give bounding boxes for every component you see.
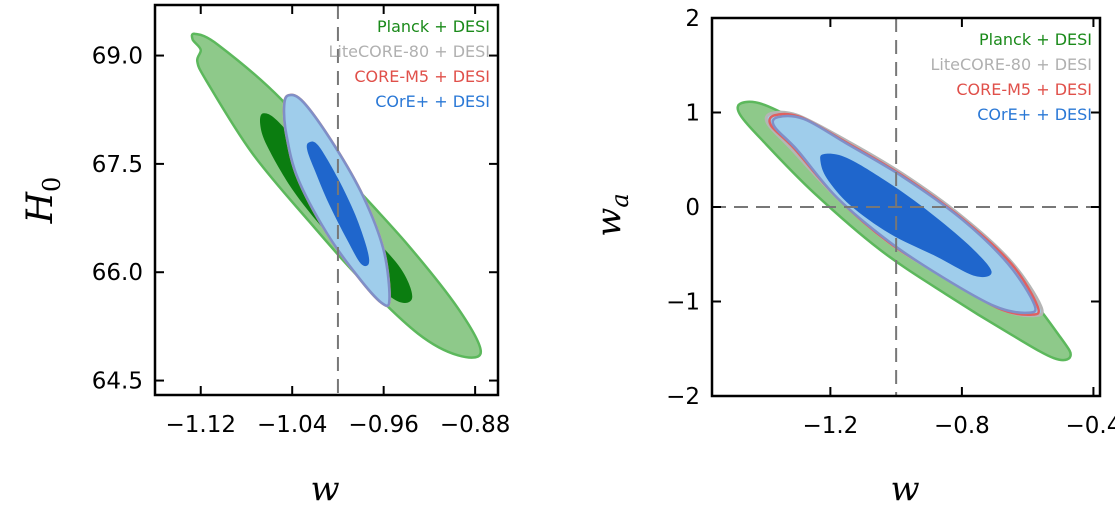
panel-h0-vs-w: −1.12 −1.04 −0.96 −0.88 64.5 66.0 67.5 69.0 Pla… xyxy=(20,3,511,509)
legend-entry-planck-desi: Planck + DESI xyxy=(979,30,1092,49)
tick-marks xyxy=(155,5,498,395)
y-axis-label-main: H xyxy=(20,191,61,224)
tick-labels: −1.2 −0.8 −0.4 −2 −1 0 1 2 xyxy=(666,6,1115,439)
y-tick-label: −1 xyxy=(666,290,700,316)
y-axis-label: H0 xyxy=(20,177,66,225)
y-tick-label: 1 xyxy=(685,101,700,127)
legend-entry-core-m5-desi: CORE-M5 + DESI xyxy=(354,67,490,86)
y-axis-label-main: w xyxy=(589,208,629,237)
legend-entry-litecore-80-desi: LiteCORE-80 + DESI xyxy=(329,42,490,61)
tick-marks xyxy=(712,17,1100,397)
tick-labels: −1.12 −1.04 −0.96 −0.88 64.5 66.0 67.5 69.0 xyxy=(92,44,511,438)
svg-text:wa: wa xyxy=(589,193,634,236)
plot-frame xyxy=(153,3,500,397)
x-tick-label: −0.96 xyxy=(348,412,418,438)
y-axis-label-sub: 0 xyxy=(38,177,66,192)
x-tick-label: −1.2 xyxy=(802,413,858,439)
svg-text:H0: H0 xyxy=(20,177,66,225)
legend-entry-planck-desi: Planck + DESI xyxy=(377,17,490,36)
y-axis-label: wa xyxy=(589,193,634,236)
y-tick-label: 0 xyxy=(685,195,700,221)
x-tick-label: −1.04 xyxy=(257,412,327,438)
legend: Planck + DESI LiteCORE-80 + DESI CORE-M5 +… xyxy=(931,30,1092,124)
contour-layer xyxy=(190,32,483,359)
y-tick-label: 67.5 xyxy=(92,152,143,178)
legend-entry-core-m5-desi: CORE-M5 + DESI xyxy=(956,80,1092,99)
panel-wa-vs-w: −1.2 −0.8 −0.4 −2 −1 0 1 2 Planck + DESI LiteCOR… xyxy=(589,6,1115,509)
contour-core-desi-68 xyxy=(820,153,992,278)
x-axis-label: w xyxy=(310,469,339,509)
reference-lines xyxy=(712,18,1100,396)
y-tick-label: 66.0 xyxy=(92,260,143,286)
x-tick-label: −1.12 xyxy=(165,412,235,438)
x-tick-label: −0.4 xyxy=(1065,413,1115,439)
y-tick-label: 64.5 xyxy=(92,369,143,395)
legend-entry-core-desi: COrE+ + DESI xyxy=(375,92,490,111)
y-tick-label: 2 xyxy=(685,6,700,32)
contour-layer xyxy=(736,100,1072,362)
x-axis-label: w xyxy=(890,469,919,509)
y-axis-label-sub: a xyxy=(606,193,634,207)
y-tick-label: −2 xyxy=(666,384,700,410)
x-tick-label: −0.88 xyxy=(440,412,510,438)
legend: Planck + DESI LiteCORE-80 + DESI CORE-M5 +… xyxy=(329,17,490,111)
x-tick-label: −0.8 xyxy=(934,413,990,439)
legend-entry-core-desi: COrE+ + DESI xyxy=(977,105,1092,124)
legend-entry-litecore-80-desi: LiteCORE-80 + DESI xyxy=(931,55,1092,74)
y-tick-label: 69.0 xyxy=(92,44,143,70)
